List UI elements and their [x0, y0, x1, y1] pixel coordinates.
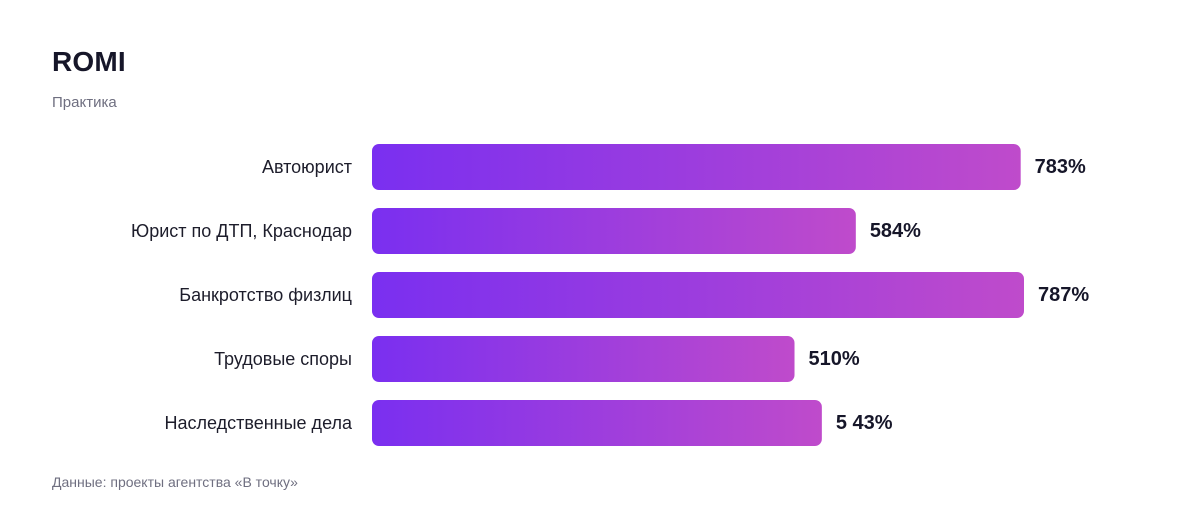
data-source-note: Данные: проекты агентства «В точку» — [52, 474, 298, 490]
bar — [372, 144, 1021, 190]
bar — [372, 400, 822, 446]
value-label: 510% — [809, 348, 860, 370]
value-label: 787% — [1038, 284, 1089, 306]
value-label: 783% — [1035, 156, 1086, 178]
bar — [372, 208, 856, 254]
category-label: Юрист по ДТП, Краснодар — [131, 221, 352, 241]
category-label: Банкротство физлиц — [179, 285, 352, 305]
bar — [372, 272, 1024, 318]
bars-group: Автоюрист 783% Юрист по ДТП, Краснодар 584%… — [131, 144, 1089, 446]
value-label: 584% — [870, 220, 921, 242]
chart-title: ROMI — [52, 46, 126, 77]
chart-subtitle: Практика — [52, 94, 117, 111]
category-label: Наследственные дела — [164, 413, 352, 433]
bar — [372, 336, 795, 382]
value-label: 5 43% — [836, 412, 893, 434]
category-label: Автоюрист — [262, 157, 352, 177]
category-label: Трудовые споры — [214, 349, 352, 369]
